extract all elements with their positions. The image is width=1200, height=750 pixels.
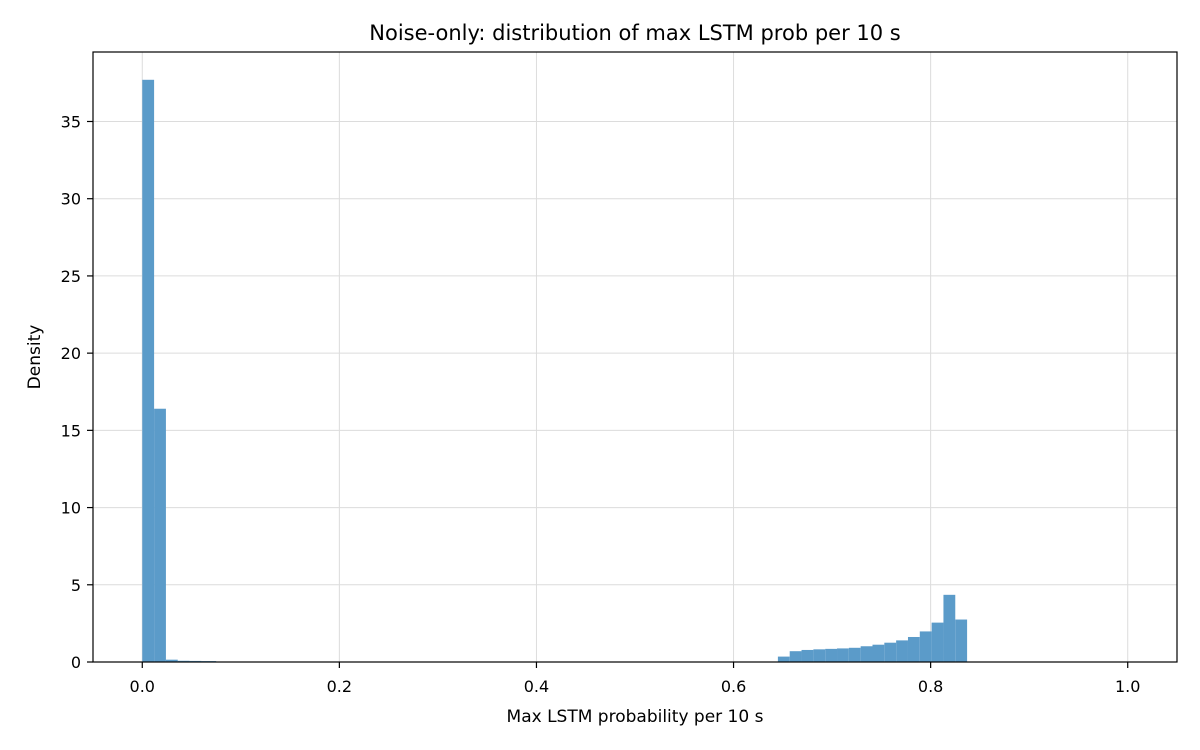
histogram-bar xyxy=(801,649,814,662)
histogram-bar xyxy=(848,647,861,662)
y-tick-label: 25 xyxy=(61,267,81,286)
histogram-bar xyxy=(872,644,885,662)
histogram-bar xyxy=(789,651,802,662)
histogram-bars xyxy=(142,79,968,662)
histogram-bar xyxy=(907,636,920,662)
histogram-bar xyxy=(154,408,166,662)
y-tick-label: 20 xyxy=(61,344,81,363)
x-tick-label: 1.0 xyxy=(1115,677,1140,696)
histogram-bar xyxy=(177,660,190,662)
x-axis-ticks: 0.0 0.2 0.4 0.6 0.8 1.0 xyxy=(130,662,1140,696)
y-tick-label: 10 xyxy=(61,499,81,518)
grid-lines xyxy=(93,52,1177,663)
histogram-bar xyxy=(884,642,897,662)
x-tick-label: 0.4 xyxy=(524,677,549,696)
histogram-bar xyxy=(777,656,790,662)
y-tick-label: 5 xyxy=(71,576,81,595)
histogram-bar xyxy=(955,619,968,662)
chart-title: Noise-only: distribution of max LSTM pro… xyxy=(369,21,900,45)
x-tick-label: 0.8 xyxy=(918,677,943,696)
histogram-bar xyxy=(837,648,849,662)
x-tick-label: 0.2 xyxy=(327,677,352,696)
histogram-bar xyxy=(825,648,838,662)
x-tick-label: 0.6 xyxy=(721,677,746,696)
y-tick-label: 35 xyxy=(61,112,81,131)
histogram-bar xyxy=(896,640,908,662)
plot-area-frame xyxy=(92,51,1178,663)
x-axis-label: Max LSTM probability per 10 s xyxy=(507,707,764,727)
histogram-bar xyxy=(931,622,944,662)
y-axis-label: Density xyxy=(25,325,45,390)
histogram-bar xyxy=(919,631,932,662)
histogram-bar xyxy=(813,649,826,662)
histogram-bar xyxy=(860,646,873,662)
histogram-bar xyxy=(943,594,956,662)
y-tick-label: 30 xyxy=(61,190,81,209)
y-axis-ticks: 0 5 10 15 20 25 30 35 xyxy=(61,112,93,672)
x-tick-label: 0.0 xyxy=(130,677,155,696)
y-tick-label: 0 xyxy=(71,653,81,672)
histogram-bar xyxy=(142,79,155,662)
histogram-bar xyxy=(165,659,178,662)
y-tick-label: 15 xyxy=(61,421,81,440)
